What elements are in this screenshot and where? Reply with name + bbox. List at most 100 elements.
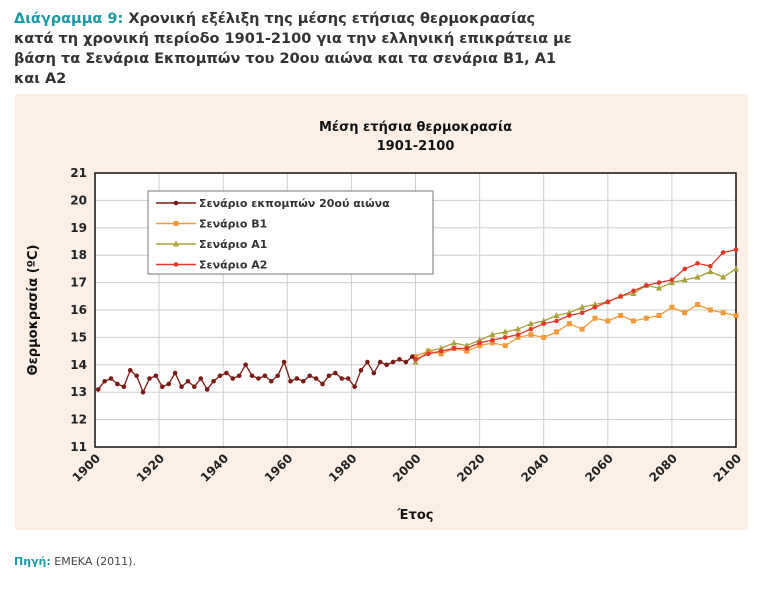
data-point-0 <box>230 376 236 381</box>
data-point-2 <box>579 303 586 310</box>
data-point-0 <box>397 357 402 362</box>
data-point-0 <box>320 381 325 387</box>
series-line-3 <box>415 249 737 360</box>
x-tick-label: 2060 <box>582 451 616 485</box>
data-point-1 <box>630 318 636 324</box>
plot-border <box>94 172 737 448</box>
data-point-1 <box>656 312 662 318</box>
data-point-0 <box>409 354 415 359</box>
source-text: ΕΜΕΚΑ (2011). <box>54 555 136 568</box>
data-point-1 <box>695 302 701 308</box>
data-point-3 <box>695 261 700 266</box>
data-point-3 <box>605 299 611 305</box>
data-point-1 <box>682 310 688 316</box>
data-point-3 <box>579 310 585 316</box>
source-label: Πηγή: <box>14 555 51 568</box>
x-tick-label: 1900 <box>70 451 104 485</box>
data-point-0 <box>249 373 255 379</box>
data-point-3 <box>541 321 546 327</box>
data-point-0 <box>281 359 287 365</box>
data-point-0 <box>288 378 293 384</box>
data-point-1 <box>592 315 598 321</box>
data-point-0 <box>377 359 383 365</box>
y-tick-label: 17 <box>70 276 87 290</box>
data-point-1 <box>528 332 534 338</box>
data-point-3 <box>515 332 521 337</box>
data-point-0 <box>268 378 274 384</box>
data-point-0 <box>95 387 101 392</box>
data-point-0 <box>390 359 396 365</box>
data-point-3 <box>720 250 726 255</box>
legend-label: Σενάριο Β1 <box>199 218 267 231</box>
x-tick-label: 2100 <box>711 451 745 485</box>
caption-text: Χρονική εξέλιξη της μέσης ετήσιας θερμοκ… <box>14 11 572 87</box>
data-point-0 <box>294 376 300 381</box>
data-point-2 <box>489 331 496 338</box>
x-tick-label: 1960 <box>262 451 296 485</box>
data-point-3 <box>490 337 495 343</box>
data-point-1 <box>464 348 470 354</box>
data-point-1 <box>643 315 649 321</box>
data-point-0 <box>301 378 306 384</box>
y-tick-label: 11 <box>70 440 87 454</box>
x-tick-label: 2000 <box>390 451 424 485</box>
data-point-0 <box>236 373 242 379</box>
data-point-3 <box>451 346 457 351</box>
data-point-0 <box>134 373 139 379</box>
data-point-0 <box>127 367 133 373</box>
data-point-0 <box>108 376 114 381</box>
legend-marker <box>173 200 179 206</box>
data-point-0 <box>365 359 370 365</box>
legend-box <box>147 190 434 275</box>
chart-subtitle: 1901-2100 <box>377 139 455 154</box>
data-point-0 <box>224 370 229 376</box>
data-point-3 <box>567 313 572 318</box>
data-point-1 <box>733 312 739 318</box>
chart-title: Μέση ετήσια θερμοκρασία <box>319 120 512 135</box>
data-point-3 <box>413 357 418 362</box>
data-point-3 <box>528 326 534 332</box>
data-point-2 <box>694 273 701 280</box>
data-point-3 <box>438 348 444 354</box>
data-point-3 <box>631 288 636 294</box>
y-tick-label: 18 <box>70 248 87 262</box>
x-tick-label: 2020 <box>454 451 488 485</box>
data-point-0 <box>179 384 184 390</box>
data-point-0 <box>371 370 377 376</box>
data-point-0 <box>115 381 120 387</box>
data-point-0 <box>326 373 332 379</box>
data-point-0 <box>140 389 146 395</box>
data-point-1 <box>502 343 508 349</box>
y-axis-label: Θερμοκρασία (ºC) <box>26 245 41 376</box>
data-point-0 <box>345 376 351 381</box>
figure-caption: Διάγραμμα 9: Χρονική εξέλιξη της μέσης ε… <box>14 9 574 89</box>
y-tick-label: 21 <box>70 166 87 180</box>
data-point-1 <box>541 334 547 340</box>
data-point-2 <box>502 328 509 335</box>
data-point-0 <box>192 384 197 390</box>
data-point-3 <box>708 263 713 269</box>
legend-label: Σενάριο εκπομπών 20ού αιώνα <box>199 197 390 210</box>
data-point-3 <box>502 335 508 340</box>
series-line-2 <box>415 268 737 363</box>
data-point-0 <box>185 378 191 384</box>
data-point-0 <box>204 387 210 392</box>
data-point-1 <box>579 326 585 332</box>
data-point-0 <box>352 384 357 390</box>
data-point-0 <box>121 384 127 390</box>
legend-marker <box>173 240 179 247</box>
y-tick-label: 15 <box>70 330 87 344</box>
data-point-3 <box>682 266 688 272</box>
legend-marker <box>173 221 179 226</box>
data-point-0 <box>102 378 107 384</box>
data-point-1 <box>566 321 572 327</box>
data-point-0 <box>217 373 223 379</box>
data-point-0 <box>313 376 319 381</box>
data-point-3 <box>643 283 649 288</box>
data-point-0 <box>160 384 165 390</box>
data-point-2 <box>681 276 688 283</box>
y-tick-label: 19 <box>70 221 87 235</box>
y-tick-label: 20 <box>70 193 87 207</box>
y-tick-label: 14 <box>70 358 87 372</box>
